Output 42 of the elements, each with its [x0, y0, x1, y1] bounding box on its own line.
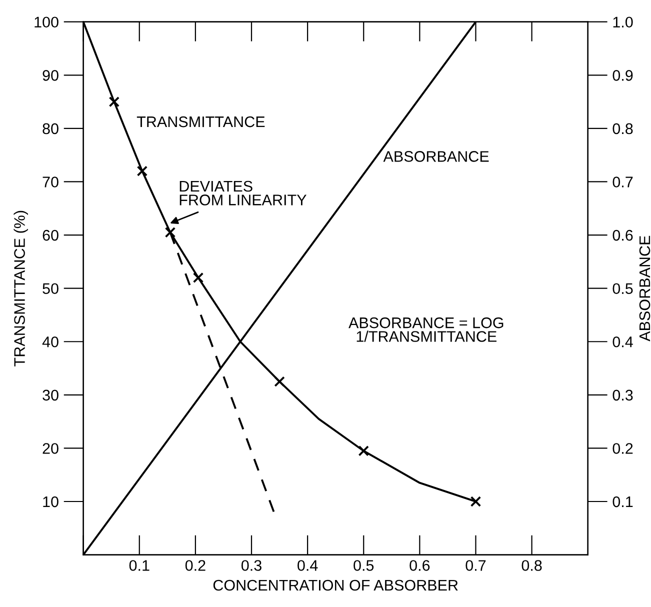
y-tick-label: 70: [42, 176, 58, 188]
y-tick-label: 40: [42, 336, 58, 348]
y-tick-label: 20: [42, 443, 58, 454]
point: [164, 227, 176, 238]
point: [108, 96, 120, 108]
x-tick-label: 0.2: [185, 560, 206, 571]
x-tick-label: 0.3: [241, 560, 262, 571]
y2-axis-title: ABSORBANCE: [639, 236, 650, 342]
y-tick-label: 30: [42, 390, 58, 401]
y2-tick-label: 1.0: [613, 16, 633, 28]
x-tick-label: 0.1: [129, 560, 150, 571]
x-tick-label: 0.5: [354, 560, 374, 571]
y-tick-label: 60: [42, 230, 58, 241]
y2-tick-label: 0.8: [612, 123, 633, 134]
series-label: TRANSMITTANCE: [136, 116, 265, 128]
point: [274, 376, 285, 387]
annotation: DEVIATES FROM LINEARITY: [180, 180, 306, 206]
y-tick-label: 10: [43, 496, 58, 508]
point: [358, 446, 369, 456]
y2-tick-label: 0.5: [612, 283, 633, 294]
x-tick-label: 0.8: [522, 560, 542, 571]
y-tick-label: 90: [42, 70, 58, 81]
x-tick-label: 0.6: [410, 560, 430, 571]
y2-tick-label: 0.6: [612, 230, 633, 241]
point: [136, 166, 148, 176]
x-tick-label: 0.7: [466, 560, 486, 571]
point: [192, 272, 204, 284]
y2-tick-label: 0.4: [612, 336, 633, 348]
y-tick-label: 50: [42, 283, 58, 294]
x-axis-title: CONCENTRATION OF ABSORBER: [213, 580, 458, 591]
y2-tick-label: 0.9: [612, 70, 633, 81]
y2-tick-label: 0.3: [612, 390, 633, 401]
y-tick-label: 100: [34, 16, 58, 28]
point: [470, 496, 482, 507]
y-axis-title: TRANSMITTANCE (%): [14, 210, 28, 366]
x-tick-label: 0.4: [298, 560, 318, 571]
series-label: ABSORBANCE: [383, 151, 489, 162]
y2-tick-label: 0.1: [612, 496, 633, 508]
y-tick-label: 80: [42, 123, 58, 134]
annotation: ABSORBANCE = LOG 1/TRANSMITTANCE: [348, 317, 504, 342]
y2-tick-label: 0.7: [612, 176, 633, 188]
y2-tick-label: 0.2: [612, 443, 633, 454]
